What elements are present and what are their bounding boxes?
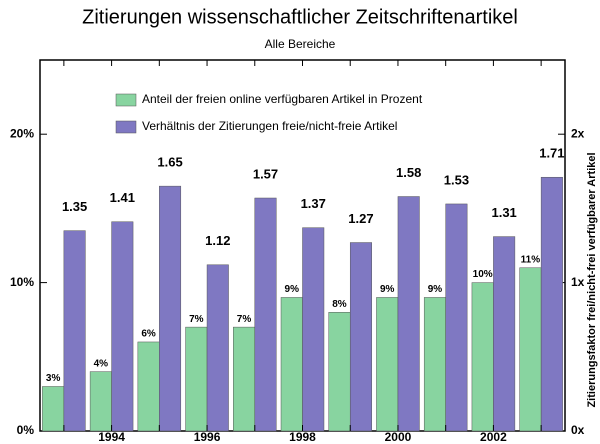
data-label: 1.35 (62, 199, 87, 214)
data-label: 7% (237, 314, 252, 325)
data-label: 9% (380, 284, 395, 295)
data-label: 1.41 (110, 190, 135, 205)
data-label: 8% (332, 299, 347, 310)
y2-tick-label: 0x (571, 423, 585, 437)
x-tick-label: 2002 (480, 430, 507, 444)
data-label: 6% (141, 329, 156, 340)
chart-subtitle: Alle Bereiche (265, 37, 336, 51)
bar (328, 312, 351, 432)
bar (493, 236, 516, 432)
y-tick-label: 10% (10, 275, 34, 289)
bar (63, 230, 86, 432)
x-tick-label: 1998 (289, 430, 316, 444)
bar (471, 282, 494, 432)
data-label: 9% (285, 284, 300, 295)
data-label: 9% (428, 284, 443, 295)
data-label: 4% (94, 358, 109, 369)
y-tick-label: 20% (10, 126, 34, 140)
legend-swatch (115, 120, 137, 134)
bar (302, 227, 325, 432)
x-tick-label: 1996 (194, 430, 221, 444)
data-label: 1.65 (157, 155, 182, 170)
data-label: 3% (46, 373, 61, 384)
data-label: 1.58 (396, 165, 421, 180)
data-label: 7% (189, 314, 204, 325)
bar (349, 242, 372, 432)
bar (519, 267, 542, 432)
data-label: 1.27 (348, 211, 373, 226)
bar (540, 176, 563, 432)
data-label: 10% (473, 269, 493, 280)
bar (111, 221, 134, 432)
bar (89, 371, 112, 432)
bar (206, 264, 229, 432)
bar (137, 341, 160, 432)
data-label: 1.57 (253, 166, 278, 181)
data-label: 1.53 (444, 172, 469, 187)
y2-tick-label: 2x (571, 126, 585, 140)
data-label: 1.12 (205, 233, 230, 248)
bar (254, 197, 277, 432)
data-label: 1.37 (301, 196, 326, 211)
y-tick-label: 0% (17, 423, 35, 437)
legend-label: Verhältnis der Zitierungen freie/nicht-f… (142, 119, 397, 133)
bar (185, 326, 208, 432)
bar (233, 326, 256, 432)
x-tick-label: 2000 (385, 430, 412, 444)
bar (42, 386, 65, 432)
bar (280, 297, 303, 432)
bar (445, 203, 468, 432)
y2-axis-label: Zitierungsfaktor frei/nicht-frei verfügb… (586, 152, 598, 407)
legend-label: Anteil der freien online verfügbaren Art… (142, 92, 423, 106)
y2-tick-label: 1x (571, 275, 585, 289)
legend-swatch (115, 93, 137, 107)
bar (376, 297, 399, 432)
x-tick-label: 1994 (98, 430, 125, 444)
bar (423, 297, 446, 432)
chart-title: Zitierungen wissenschaftlicher Zeitschri… (82, 6, 518, 28)
data-label: 1.71 (539, 146, 564, 161)
data-label: 1.31 (491, 205, 516, 220)
bar (159, 185, 182, 432)
bar (397, 196, 420, 432)
data-label: 11% (521, 254, 541, 265)
